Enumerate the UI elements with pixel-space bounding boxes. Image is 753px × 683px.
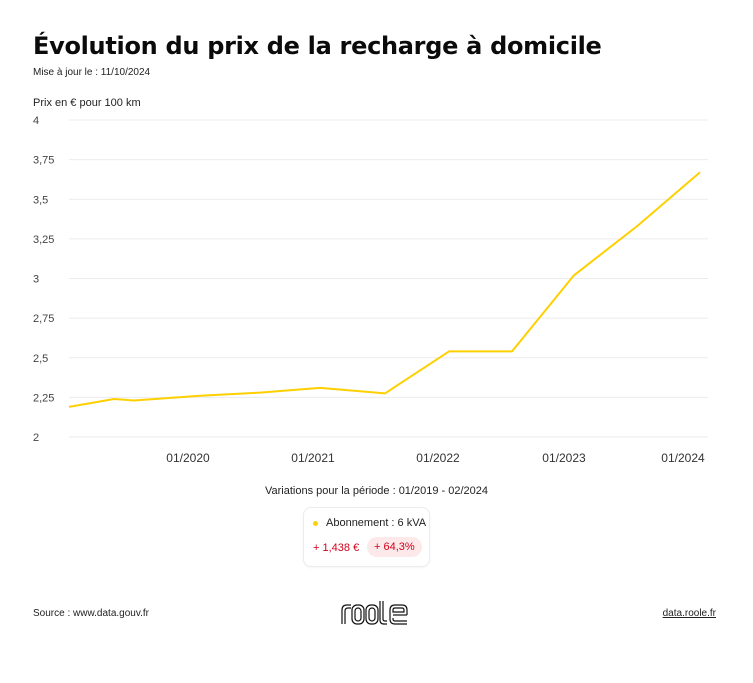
y-tick-label: 2 [33,432,39,444]
y-tick-label: 2,5 [33,353,48,365]
update-date: Mise à jour le : 11/10/2024 [33,67,151,78]
y-tick-label: 2,75 [33,313,54,325]
legend-series-label: Abonnement : 6 kVA [326,517,427,529]
x-tick-label: 01/2021 [291,451,335,465]
y-tick-label: 3,5 [33,194,48,206]
x-tick-label: 01/2023 [542,451,586,465]
period-label: Variations pour la période : 01/2019 - 0… [264,485,488,497]
y-tick-label: 4 [33,115,39,127]
x-tick-label: 01/2024 [661,451,705,465]
page-title: Évolution du prix de la recharge à domic… [33,32,602,60]
source-text: Source : www.data.gouv.fr [33,608,149,619]
data-roole-link[interactable]: data.roole.fr [662,608,716,619]
series-dot-icon [313,520,318,526]
y-tick-label: 3,75 [33,155,54,167]
delta-percent-badge: + 64,3% [367,537,422,557]
y-tick-label: 3,25 [33,234,54,246]
line-chart: 4 3,75 3,5 3,25 3 2,75 2,5 2,25 2 01/2020 01/2021 0… [33,115,708,465]
legend-item: Abonnement : 6 kVA [313,517,426,529]
roole-logo [341,601,408,625]
delta-absolute: + 1,438 € [313,542,360,554]
series-line [68,171,701,408]
y-tick-label: 3 [33,274,39,286]
legend-card: Abonnement : 6 kVA + 1,438 € + 64,3% [303,507,430,567]
y-axis-unit-label: Prix en € pour 100 km [33,97,141,109]
x-tick-label: 01/2022 [416,451,460,465]
x-tick-label: 01/2020 [166,451,210,465]
y-tick-label: 2,25 [33,392,54,404]
